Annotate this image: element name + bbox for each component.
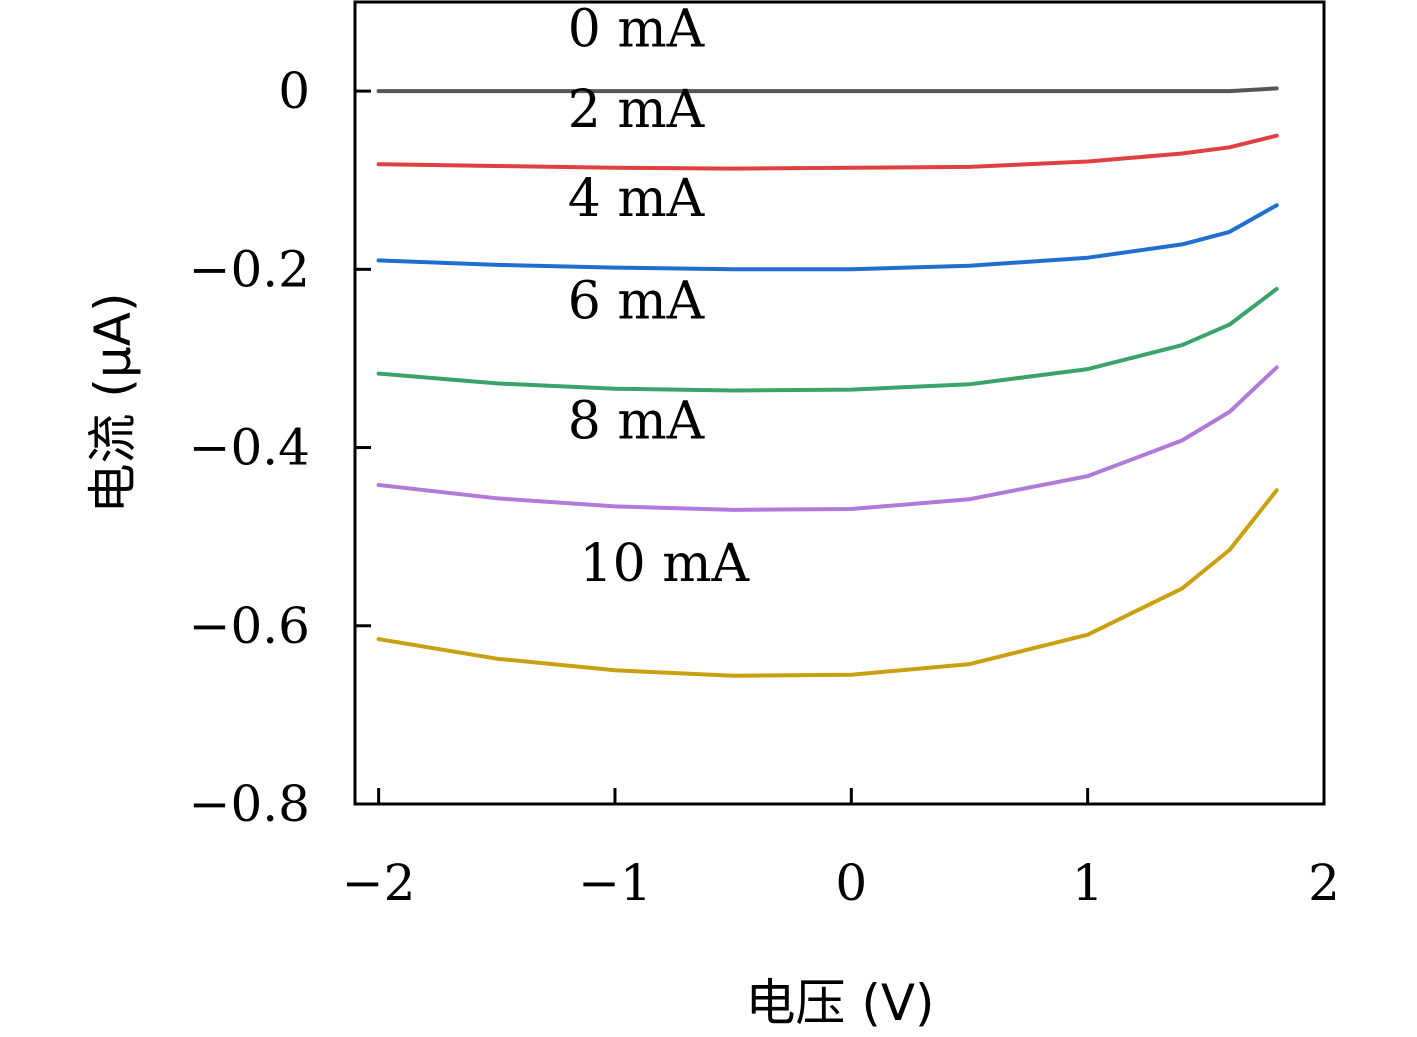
- series-line-0-ma: [376, 86, 1279, 94]
- series-line-6-ma: [376, 286, 1279, 393]
- curve-label: 10 mA: [580, 534, 751, 594]
- curve-label: 2 mA: [568, 80, 706, 140]
- y-tick-label: −0.2: [189, 240, 310, 298]
- curve-label: 8 mA: [568, 392, 706, 452]
- curve-labels: 0 mA 2 mA 4 mA 6 mA 8 mA 10 mA: [568, 0, 751, 594]
- y-axis-ticks: 0 −0.2 −0.4 −0.6 −0.8: [189, 62, 371, 833]
- x-axis-ticks: −2 −1 0 1 2: [342, 788, 1340, 912]
- curve-label: 0 mA: [568, 0, 706, 60]
- x-tick-label: 0: [835, 854, 867, 912]
- curve-label: 6 mA: [568, 271, 706, 331]
- y-axis-title: 电流 (μA): [84, 293, 142, 514]
- x-axis-title: 电压 (V): [745, 974, 934, 1032]
- y-tick-label: 0: [278, 62, 310, 120]
- x-tick-label: −1: [578, 854, 652, 912]
- x-tick-label: 1: [1072, 854, 1104, 912]
- x-tick-label: −2: [342, 854, 416, 912]
- curves: [376, 86, 1279, 678]
- x-tick-label: 2: [1308, 854, 1340, 912]
- plot-frame: [353, 0, 1326, 806]
- series-line-10-ma: [376, 488, 1279, 678]
- series-line-8-ma: [376, 365, 1279, 512]
- y-tick-label: −0.4: [189, 419, 310, 477]
- curve-label: 4 mA: [568, 169, 706, 229]
- series-line-2-ma: [376, 133, 1279, 171]
- y-tick-label: −0.6: [189, 597, 310, 655]
- y-tick-label: −0.8: [189, 775, 310, 833]
- series-line-4-ma: [376, 203, 1279, 272]
